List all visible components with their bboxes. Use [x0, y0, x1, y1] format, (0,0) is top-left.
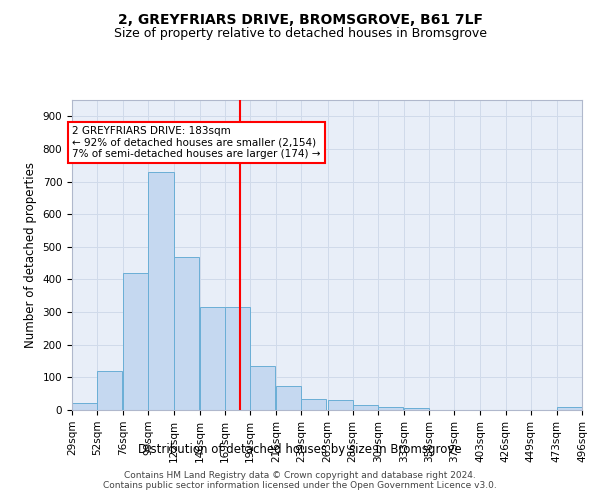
Bar: [328, 400, 353, 410]
Bar: [148, 172, 173, 410]
Bar: [97, 371, 122, 410]
Bar: [301, 398, 326, 410]
Text: Size of property relative to detached houses in Bromsgrove: Size of property relative to detached ho…: [113, 28, 487, 40]
Bar: [124, 273, 148, 410]
Bar: [250, 366, 275, 410]
Text: Contains HM Land Registry data © Crown copyright and database right 2024.
Contai: Contains HM Land Registry data © Crown c…: [103, 470, 497, 490]
Text: Distribution of detached houses by size in Bromsgrove: Distribution of detached houses by size …: [138, 442, 462, 456]
Bar: [378, 406, 403, 410]
Bar: [200, 307, 225, 410]
Y-axis label: Number of detached properties: Number of detached properties: [24, 162, 37, 348]
Bar: [72, 404, 97, 410]
Bar: [276, 386, 301, 410]
Bar: [557, 406, 582, 410]
Bar: [404, 408, 429, 410]
Bar: [353, 405, 378, 410]
Text: 2 GREYFRIARS DRIVE: 183sqm
← 92% of detached houses are smaller (2,154)
7% of se: 2 GREYFRIARS DRIVE: 183sqm ← 92% of deta…: [72, 126, 320, 160]
Text: 2, GREYFRIARS DRIVE, BROMSGROVE, B61 7LF: 2, GREYFRIARS DRIVE, BROMSGROVE, B61 7LF: [118, 12, 482, 26]
Bar: [173, 256, 199, 410]
Bar: [225, 307, 250, 410]
